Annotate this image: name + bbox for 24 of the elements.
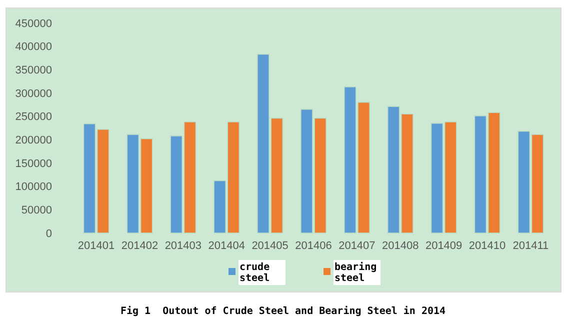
y-tick-label: 300000 <box>15 88 52 100</box>
legend-label: bearing steel <box>334 261 377 284</box>
x-tick-label: 201407 <box>338 240 376 252</box>
legend-label: crude steel <box>240 262 270 284</box>
x-tick-label: 201406 <box>295 240 332 252</box>
x-tick-label: 201411 <box>512 240 549 252</box>
y-tick-label: 200000 <box>15 134 52 147</box>
x-tick-label: 201408 <box>382 240 419 252</box>
x-tick-label: 201402 <box>121 240 158 252</box>
x-tick-label: 201409 <box>425 240 462 252</box>
y-tick-label: 100000 <box>15 181 52 194</box>
x-tick-label: 201405 <box>252 240 288 252</box>
y-tick-label: 350000 <box>15 64 52 77</box>
x-tick-label: 201401 <box>78 240 115 252</box>
y-tick-label: 250000 <box>15 111 52 124</box>
x-tick-label: 201404 <box>208 240 245 252</box>
x-tick-label: 201403 <box>164 240 202 252</box>
y-tick-label: 50000 <box>21 204 52 217</box>
text: Fig 1 Outout of Crude Steel and Bearing Steel in 2014 <box>120 305 446 317</box>
x-tick-label: 201410 <box>468 240 506 252</box>
y-tick-label: 450000 <box>15 18 52 30</box>
y-tick-label: 150000 <box>15 158 52 170</box>
y-tick-label: 0 <box>46 228 52 240</box>
y-tick-label: 400000 <box>15 41 52 54</box>
